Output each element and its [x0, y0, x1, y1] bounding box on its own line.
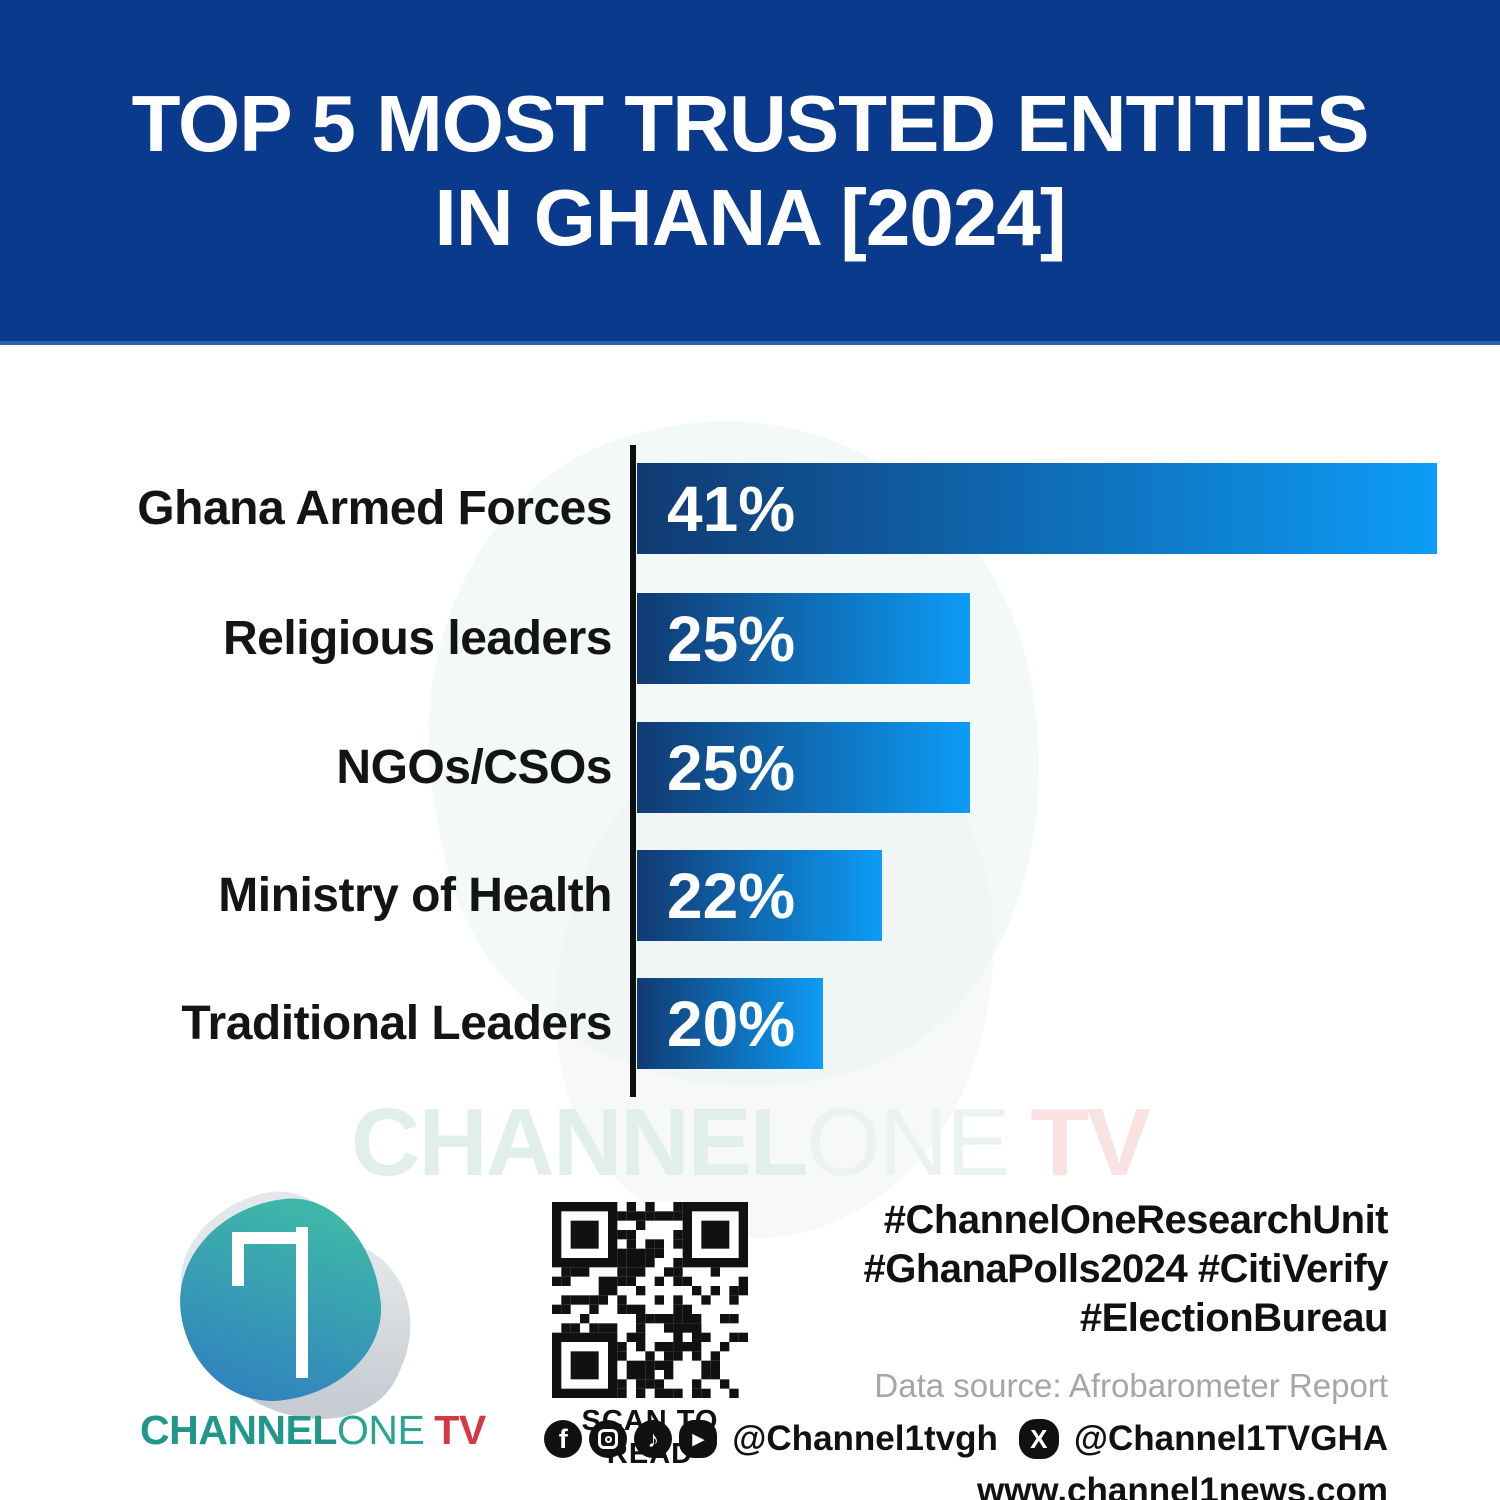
- instagram-frame: [598, 1429, 619, 1449]
- x-glyph: X: [1030, 1424, 1048, 1454]
- facebook-icon: f: [544, 1420, 583, 1458]
- facebook-glyph: f: [558, 1423, 568, 1454]
- bar-religious-leaders: 25%: [637, 593, 970, 684]
- bar-ministry-of-health: 22%: [637, 850, 882, 941]
- bar-ngos-csos: 25%: [637, 722, 970, 813]
- header-banner: TOP 5 MOST TRUSTED ENTITIES IN GHANA [20…: [0, 0, 1500, 345]
- bar-traditional-leaders: 20%: [637, 978, 823, 1069]
- logo-text-one: ONE: [336, 1407, 425, 1453]
- hashtag-line-1: #ChannelOneResearchUnit: [883, 1198, 1389, 1242]
- logo-wordmark: CHANNELONE TV: [140, 1407, 486, 1454]
- watermark-tv: TV: [1030, 1089, 1151, 1196]
- bar-ghana-armed-forces: 41%: [637, 463, 1437, 554]
- category-label: Ghana Armed Forces: [137, 482, 612, 535]
- watermark-channel: CHANNEL: [350, 1089, 808, 1196]
- logo-text-channel: CHANNEL: [140, 1407, 337, 1453]
- instagram-lens-dot: [604, 1435, 612, 1443]
- tiktok-glyph: ♪: [647, 1425, 660, 1452]
- hashtag-line-3: #ElectionBureau: [1079, 1296, 1389, 1340]
- bar-value-label: 20%: [667, 987, 796, 1060]
- hashtag-line-2: #GhanaPolls2024 #CitiVerify: [863, 1247, 1388, 1291]
- bar-value-label: 41%: [667, 472, 796, 545]
- x-twitter-icon: X: [1018, 1419, 1059, 1459]
- category-label: Ministry of Health: [218, 869, 612, 922]
- channel-one-tv-logo: CHANNELONE TV: [140, 1174, 486, 1453]
- bar-value-label: 22%: [667, 859, 796, 932]
- tiktok-icon: ♪: [634, 1420, 673, 1458]
- category-label: Traditional Leaders: [181, 997, 612, 1050]
- social-row: f ♪ ▶ @Channel1tvgh X @Channel1TVGHA: [544, 1419, 1388, 1459]
- page-title-line2: IN GHANA [2024]: [434, 172, 1066, 262]
- youtube-glyph: ▶: [692, 1430, 705, 1448]
- social-handle-main: @Channel1tvgh: [732, 1419, 998, 1458]
- footer-right-column: #ChannelOneResearchUnit #GhanaPolls2024 …: [544, 1196, 1389, 1500]
- youtube-icon: ▶: [679, 1420, 718, 1458]
- bar-value-label: 25%: [667, 602, 796, 675]
- website-url: www.channel1news.com: [976, 1471, 1388, 1500]
- page-title-line1: TOP 5 MOST TRUSTED ENTITIES: [131, 78, 1370, 168]
- logo-text-tv: TV: [434, 1407, 486, 1453]
- watermark-one: ONE: [806, 1089, 1010, 1196]
- category-label: Religious leaders: [223, 612, 612, 665]
- data-source-note: Data source: Afrobarometer Report: [874, 1367, 1388, 1404]
- logo-number-one-icon: [232, 1227, 308, 1378]
- social-handle-x: @Channel1TVGHA: [1073, 1419, 1388, 1458]
- qr-code: [552, 1202, 748, 1398]
- bar-value-label: 25%: [667, 731, 796, 804]
- channel-one-watermark: CHANNELONE TV: [0, 1088, 1500, 1198]
- y-axis-line: [630, 445, 636, 1097]
- instagram-icon: [589, 1420, 628, 1458]
- category-label: NGOs/CSOs: [336, 741, 612, 794]
